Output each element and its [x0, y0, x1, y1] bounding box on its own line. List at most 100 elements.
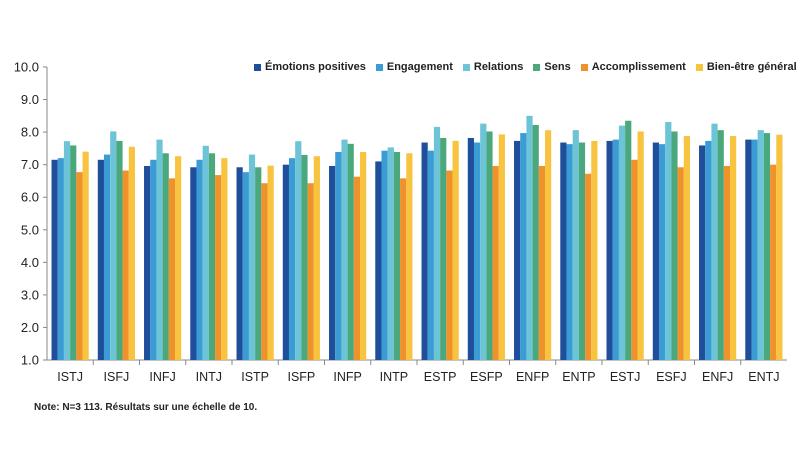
bar-istj-2 — [63, 141, 71, 360]
legend-label: Accomplissement — [591, 61, 686, 73]
bar-estp-5 — [452, 140, 459, 360]
bar-intp-1 — [381, 150, 388, 360]
x-tick-label: ENFJ — [702, 370, 733, 384]
bar-esfj-1 — [658, 144, 666, 360]
bar-isfj-5 — [128, 146, 135, 360]
bar-infp-3 — [347, 143, 354, 360]
bar-isfp-5 — [313, 156, 320, 360]
y-tick-label: 2.0 — [21, 320, 39, 335]
bar-enfj-0 — [699, 145, 706, 360]
x-tick-label: ISFP — [287, 370, 315, 384]
x-tick-label: ISFJ — [104, 370, 130, 384]
bar-infj-2 — [156, 139, 163, 360]
bar-estj-3 — [625, 120, 632, 360]
bar-enfp-3 — [532, 124, 539, 361]
bar-istp-0 — [236, 167, 243, 360]
bar-infj-0 — [144, 165, 151, 360]
x-tick-label: ESFJ — [656, 370, 687, 384]
bar-entp-1 — [566, 144, 573, 360]
legend-item: Sens — [533, 61, 571, 73]
bar-entj-4 — [770, 164, 777, 360]
bar-entj-2 — [757, 130, 764, 360]
legend-swatch — [254, 63, 261, 71]
bar-esfj-2 — [665, 122, 672, 360]
legend-swatch — [695, 63, 703, 71]
bar-intp-3 — [393, 151, 401, 360]
bar-entp-4 — [585, 173, 592, 360]
legend-item: Émotions positives — [254, 61, 366, 73]
bar-istp-1 — [242, 172, 249, 360]
bar-intj-2 — [202, 145, 209, 360]
y-tick-label: 8.0 — [21, 125, 39, 140]
bar-istp-2 — [248, 154, 256, 360]
x-tick-label: INFP — [333, 370, 361, 384]
bar-esfp-2 — [480, 123, 487, 360]
bar-estp-0 — [421, 142, 428, 360]
x-tick-label: ISTP — [241, 370, 269, 384]
bar-intp-0 — [375, 161, 382, 360]
bar-intj-5 — [221, 158, 228, 360]
y-tick-label: 10.0 — [14, 60, 39, 75]
y-tick-label: 7.0 — [21, 157, 39, 172]
bar-enfj-4 — [723, 165, 731, 360]
bar-estj-2 — [618, 125, 626, 360]
bar-istj-5 — [82, 151, 89, 360]
bar-entp-2 — [572, 130, 579, 360]
legend-swatch — [375, 63, 383, 71]
bar-estj-5 — [637, 131, 644, 360]
bar-entj-5 — [776, 134, 783, 360]
x-tick-label: ENTJ — [748, 370, 779, 384]
bar-estj-0 — [606, 140, 613, 360]
bar-istj-0 — [51, 159, 58, 360]
bar-estj-1 — [612, 139, 619, 360]
legend-item: Engagement — [375, 61, 453, 73]
bar-esfp-5 — [498, 134, 505, 360]
legend-label: Relations — [473, 61, 524, 73]
bar-infp-2 — [341, 139, 348, 360]
bar-infp-5 — [360, 151, 367, 360]
bar-istp-4 — [261, 183, 268, 360]
bar-enfp-4 — [538, 165, 546, 360]
bar-infp-1 — [335, 151, 342, 360]
bar-intp-5 — [406, 153, 413, 360]
bar-intp-2 — [387, 147, 394, 360]
bar-infj-4 — [168, 178, 176, 360]
bar-isfj-4 — [122, 170, 129, 360]
bar-entj-1 — [751, 139, 758, 360]
legend-item: Accomplissement — [580, 61, 686, 73]
bar-istp-5 — [267, 165, 274, 360]
bar-entj-3 — [763, 133, 771, 360]
legend-swatch — [580, 63, 588, 71]
bar-isfp-4 — [307, 183, 314, 360]
bar-enfp-1 — [520, 133, 527, 360]
x-tick-label: ESTP — [424, 370, 457, 384]
bar-isfp-0 — [282, 164, 289, 360]
bar-isfp-2 — [295, 141, 302, 360]
bar-estj-4 — [631, 159, 638, 360]
x-tick-label: ENFP — [516, 370, 549, 384]
bar-enfp-2 — [526, 115, 533, 360]
bar-estp-3 — [440, 137, 447, 360]
legend-swatch — [533, 63, 541, 71]
bar-entp-5 — [591, 140, 598, 360]
y-tick-label: 4.0 — [21, 255, 39, 270]
bar-isfj-3 — [116, 140, 123, 360]
bar-estp-4 — [446, 170, 453, 360]
y-tick-label: 5.0 — [21, 222, 39, 237]
bar-isfp-3 — [301, 154, 308, 360]
bar-enfp-5 — [545, 130, 552, 360]
bar-infp-4 — [353, 176, 361, 360]
bar-infj-5 — [175, 156, 182, 360]
legend-label: Émotions positives — [265, 61, 366, 73]
x-tick-label: ENTP — [562, 370, 595, 384]
x-tick-label: ESTJ — [610, 370, 641, 384]
x-tick-label: INTJ — [196, 370, 222, 384]
x-tick-label: ISTJ — [57, 370, 83, 384]
bar-esfj-0 — [652, 142, 659, 360]
y-tick-label: 9.0 — [21, 92, 39, 107]
bar-isfj-2 — [110, 131, 117, 360]
bar-isfj-1 — [103, 154, 111, 360]
legend-label: Engagement — [386, 61, 453, 73]
